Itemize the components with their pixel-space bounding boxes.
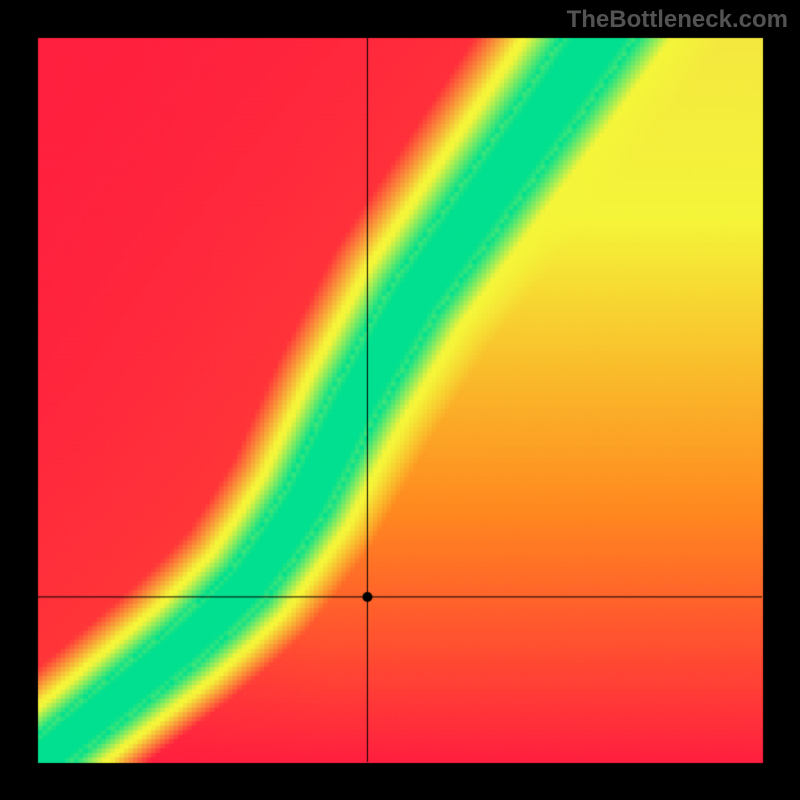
watermark-text: TheBottleneck.com: [567, 6, 788, 34]
bottleneck-heatmap: [0, 0, 800, 800]
